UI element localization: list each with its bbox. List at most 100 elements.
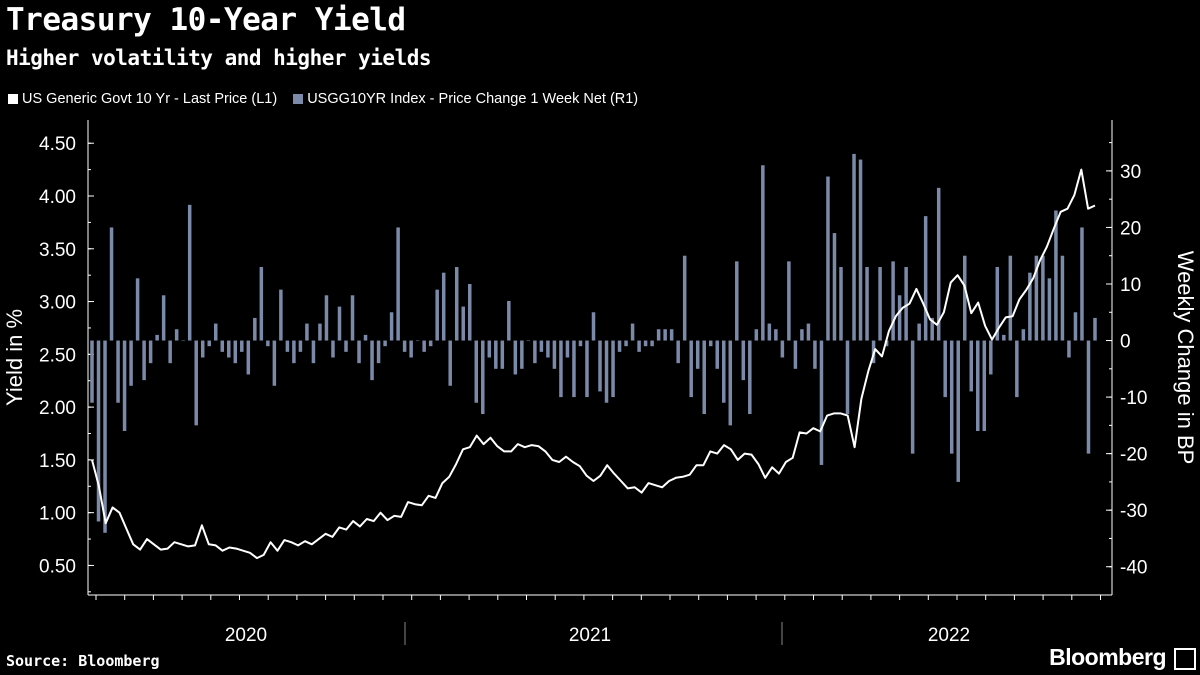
bar: [1080, 227, 1084, 341]
bar: [331, 340, 335, 358]
bar: [1047, 278, 1052, 341]
bar: [481, 340, 485, 415]
bar: [500, 340, 505, 369]
bar: [845, 340, 850, 415]
left-tick-label: 3.00: [39, 293, 76, 314]
bar: [507, 300, 511, 341]
year-label: 2022: [928, 625, 970, 646]
bar: [148, 340, 153, 364]
bar: [292, 340, 296, 364]
bar: [917, 323, 921, 341]
bar: [598, 340, 602, 392]
right-tick-label: -30: [1120, 501, 1147, 522]
bar: [1008, 255, 1013, 341]
bar: [240, 340, 244, 352]
bar: [761, 165, 765, 341]
bar: [409, 340, 413, 358]
bar: [976, 340, 980, 432]
right-tick-label: 0: [1120, 332, 1131, 353]
right-axis-title: Weekly Change in BP: [1173, 251, 1198, 465]
bar: [415, 340, 420, 342]
bar: [441, 272, 446, 341]
bar: [624, 340, 628, 347]
bar: [116, 340, 120, 403]
legend-label-bar: USGG10YR Index - Price Change 1 Week Net…: [307, 91, 639, 107]
left-tick-label: 0.50: [39, 556, 76, 577]
bar: [227, 340, 231, 358]
bar: [650, 340, 654, 347]
left-tick-label: 1.00: [39, 504, 76, 525]
bar: [546, 340, 550, 358]
bar: [728, 340, 733, 426]
bar: [663, 329, 667, 341]
bar: [494, 340, 498, 369]
bar: [1054, 210, 1058, 341]
bar: [279, 289, 283, 341]
bar: [774, 329, 778, 341]
legend-item-bar: USGG10YR Index - Price Change 1 Week Net…: [293, 91, 638, 107]
bar: [181, 340, 185, 342]
bar: [949, 340, 954, 454]
bar: [578, 340, 583, 347]
bar: [1002, 334, 1006, 341]
bar: [956, 340, 960, 482]
bar: [122, 340, 127, 432]
bar: [852, 153, 856, 341]
bar: [539, 340, 544, 352]
bar: [1093, 317, 1097, 341]
bar: [103, 340, 107, 533]
bar: [943, 340, 947, 398]
bar: [396, 227, 400, 341]
bar: [272, 340, 277, 386]
bar: [669, 329, 674, 341]
left-tick-label: 4.50: [39, 134, 76, 155]
bar: [155, 334, 159, 341]
bar: [187, 204, 192, 341]
bar: [1041, 255, 1045, 341]
bar: [344, 340, 348, 352]
bar: [168, 340, 172, 364]
chart-title: Treasury 10-Year Yield: [6, 2, 406, 38]
bar: [819, 340, 824, 465]
bar: [741, 340, 746, 381]
bar: [936, 187, 941, 341]
bar: [630, 323, 635, 341]
right-tick-label: 10: [1120, 275, 1141, 296]
bar: [266, 340, 270, 347]
bar: [422, 340, 426, 352]
bar: [897, 295, 902, 341]
bar: [389, 312, 394, 341]
bar: [324, 295, 329, 341]
bar: [930, 317, 934, 341]
bar: [487, 340, 492, 358]
bar: [748, 340, 752, 415]
bar: [305, 323, 309, 341]
left-tick-label: 2.50: [39, 345, 76, 366]
bar: [676, 340, 680, 364]
bar: [285, 340, 290, 352]
bar: [520, 340, 524, 369]
chart-subtitle: Higher volatility and higher yields: [6, 46, 432, 70]
bar: [435, 289, 439, 341]
legend-swatch-bar: [293, 94, 304, 104]
bar: [129, 340, 133, 386]
bar: [96, 340, 101, 522]
year-label: 2021: [569, 625, 611, 646]
bar: [910, 340, 915, 454]
yield-line: [91, 168, 1096, 560]
bar: [643, 340, 648, 347]
bloomberg-icon: [1174, 648, 1196, 670]
bar: [376, 340, 381, 364]
bar: [402, 340, 407, 352]
bar: [161, 295, 166, 341]
right-tick-label: 30: [1120, 162, 1141, 183]
left-axis-title: Yield in %: [2, 309, 27, 406]
bar: [735, 261, 739, 341]
bar: [135, 278, 140, 341]
right-tick-label: -10: [1120, 388, 1147, 409]
bar: [708, 340, 713, 347]
bar: [1067, 340, 1071, 358]
bar: [1034, 255, 1039, 341]
left-tick-label: 1.50: [39, 451, 76, 472]
